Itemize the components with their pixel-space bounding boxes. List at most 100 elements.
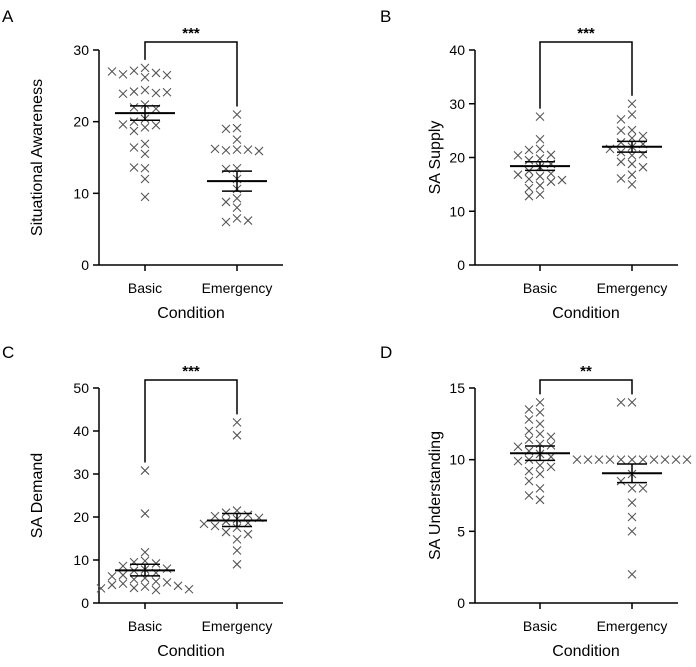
- data-point: [535, 112, 545, 122]
- panel-letter: A: [2, 7, 14, 26]
- data-point-stroke: [627, 170, 637, 180]
- significance-bracket: [539, 379, 633, 395]
- data-point-stroke: [162, 87, 172, 97]
- y-axis-label: SA Understanding: [427, 431, 444, 560]
- data-point: [524, 415, 534, 424]
- data-point: [232, 418, 242, 427]
- data-point: [627, 99, 637, 109]
- data-point-stroke: [129, 66, 139, 76]
- data-point: [140, 85, 150, 95]
- data-point: [162, 577, 172, 587]
- y-tick-label: 30: [449, 96, 465, 112]
- data-point-stroke: [513, 442, 523, 452]
- data-point: [546, 462, 556, 472]
- data-point-stroke: [546, 150, 556, 160]
- data-point-stroke: [638, 131, 648, 141]
- data-point-stroke: [649, 455, 659, 465]
- data-point-stroke: [524, 174, 534, 184]
- data-point-stroke: [524, 405, 534, 414]
- data-point-stroke: [546, 462, 556, 472]
- data-point: [140, 72, 150, 82]
- data-point-stroke: [535, 469, 545, 479]
- data-point: [151, 120, 161, 130]
- data-point: [546, 177, 556, 187]
- data-point-stroke: [140, 556, 150, 566]
- panel-a: A 0 10 20 30 Basic Emergency Condition Situation…: [2, 7, 283, 322]
- data-point: [557, 175, 567, 185]
- data-point: [649, 455, 659, 465]
- data-point-stroke: [524, 183, 534, 193]
- data-point-stroke: [535, 181, 545, 190]
- data-point-stroke: [129, 583, 139, 593]
- data-point-stroke: [627, 498, 637, 508]
- data-point: [524, 476, 534, 486]
- data-point: [140, 63, 150, 73]
- data-point: [129, 574, 139, 584]
- data-point: [535, 419, 545, 429]
- data-point: [232, 193, 242, 203]
- data-point: [535, 181, 545, 190]
- x-tick-label: Basic: [523, 618, 557, 634]
- data-point-stroke: [199, 519, 209, 529]
- data-point: [524, 145, 534, 155]
- data-point: [535, 144, 545, 154]
- data-point-stroke: [627, 455, 637, 465]
- data-point: [118, 579, 128, 589]
- data-point: [243, 510, 253, 520]
- data-point-stroke: [535, 419, 545, 429]
- data-point: [535, 190, 545, 199]
- data-point-stroke: [129, 87, 139, 96]
- data-point: [627, 159, 637, 169]
- data-point-stroke: [118, 89, 128, 99]
- data-point-stroke: [535, 407, 545, 417]
- data-point-stroke: [140, 466, 150, 475]
- data-point-stroke: [184, 584, 194, 594]
- data-point-stroke: [96, 583, 106, 593]
- data-point-stroke: [140, 63, 150, 73]
- data-point: [140, 547, 150, 557]
- data-point: [524, 426, 534, 436]
- data-point-stroke: [151, 559, 161, 568]
- data-point: [140, 139, 150, 149]
- data-point: [199, 519, 209, 529]
- data-point: [605, 455, 615, 465]
- data-point-stroke: [210, 511, 220, 521]
- data-point: [232, 534, 242, 544]
- x-tick-label: Emergency: [202, 618, 273, 634]
- data-point-stroke: [627, 512, 637, 522]
- data-point-stroke: [232, 523, 242, 533]
- data-point-stroke: [129, 126, 139, 136]
- data-point: [616, 114, 626, 124]
- data-point-stroke: [140, 72, 150, 82]
- data-point: [535, 134, 545, 144]
- data-point-stroke: [232, 214, 242, 223]
- data-point-stroke: [535, 429, 545, 439]
- data-point-stroke: [524, 415, 534, 424]
- data-point: [151, 68, 161, 78]
- data-point: [151, 88, 161, 98]
- data-point: [140, 100, 150, 109]
- data-point-stroke: [583, 455, 593, 465]
- data-point: [129, 102, 139, 112]
- y-tick-label: 20: [449, 150, 465, 166]
- data-point-stroke: [243, 216, 253, 225]
- data-point: [129, 66, 139, 76]
- data-point: [535, 469, 545, 479]
- data-point-stroke: [243, 510, 253, 520]
- data-point: [627, 483, 637, 493]
- data-point-stroke: [232, 430, 242, 440]
- data-point: [627, 455, 637, 465]
- data-point: [243, 145, 253, 155]
- data-point-stroke: [140, 139, 150, 149]
- data-point-stroke: [129, 102, 139, 112]
- data-point: [524, 174, 534, 184]
- y-tick-label: 20: [73, 114, 89, 130]
- data-point-stroke: [140, 192, 150, 202]
- data-point: [513, 150, 523, 160]
- data-point: [232, 135, 242, 144]
- data-point: [107, 67, 117, 76]
- data-point: [162, 70, 172, 80]
- data-point: [627, 179, 637, 189]
- data-point-stroke: [151, 88, 161, 98]
- data-point-stroke: [129, 163, 139, 172]
